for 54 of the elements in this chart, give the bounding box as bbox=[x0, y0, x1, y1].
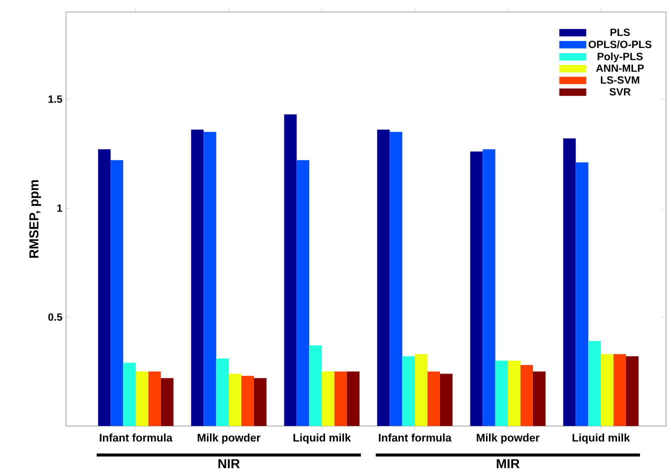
bar bbox=[148, 372, 161, 426]
bar bbox=[588, 341, 601, 426]
bar bbox=[322, 372, 334, 426]
x-tick-label: Milk powder bbox=[476, 434, 540, 444]
y-tick-label: 1.5 bbox=[48, 95, 62, 103]
x-tick-label: Infant formula bbox=[378, 434, 452, 442]
bar bbox=[427, 372, 440, 426]
text: MIR bbox=[496, 459, 520, 468]
bar bbox=[414, 354, 428, 426]
bar bbox=[482, 149, 496, 426]
bar bbox=[402, 356, 415, 426]
bar bbox=[626, 356, 639, 426]
bar bbox=[204, 132, 216, 426]
bar bbox=[228, 374, 242, 426]
bar bbox=[613, 354, 626, 426]
legend-label: Poly-PLS bbox=[598, 52, 643, 62]
x-tick-label: Milk powder bbox=[198, 434, 260, 444]
bar bbox=[309, 345, 322, 426]
bar bbox=[576, 162, 588, 426]
bar bbox=[191, 130, 204, 426]
bar bbox=[600, 354, 614, 426]
bar bbox=[136, 372, 148, 426]
bar bbox=[334, 372, 347, 426]
bar bbox=[346, 372, 360, 426]
bar bbox=[110, 160, 124, 426]
bar bbox=[563, 138, 576, 426]
bar bbox=[377, 130, 390, 426]
legend-label: OPLS/O-PLS bbox=[588, 40, 652, 48]
bar bbox=[98, 149, 111, 426]
bar bbox=[470, 151, 483, 426]
bar bbox=[123, 362, 136, 426]
x-tick-label: Liquid milk bbox=[294, 434, 351, 444]
x-tick-label: Liquid milk bbox=[572, 434, 630, 444]
y-tick-label: 0.5 bbox=[48, 313, 62, 321]
bar bbox=[160, 378, 174, 426]
legend-label: PLS bbox=[610, 28, 630, 36]
bar bbox=[532, 372, 546, 426]
legend-label: SVR bbox=[610, 88, 631, 96]
bar bbox=[440, 374, 453, 426]
bar bbox=[216, 358, 229, 426]
bar bbox=[284, 114, 297, 426]
legend-label: ANN-MLP bbox=[596, 64, 644, 72]
bar bbox=[508, 360, 520, 426]
y-tick-label: 1 bbox=[57, 204, 62, 212]
text: NIR bbox=[218, 459, 240, 468]
bar bbox=[390, 132, 402, 426]
y-axis-title: RMSEP, ppm bbox=[29, 180, 42, 258]
bar bbox=[296, 160, 310, 426]
legend-label: LS-SVM bbox=[600, 76, 640, 84]
bar bbox=[254, 378, 266, 426]
bar bbox=[520, 364, 533, 426]
x-tick-label: Infant formula bbox=[100, 434, 172, 442]
bar bbox=[495, 360, 508, 426]
bar bbox=[241, 376, 254, 426]
